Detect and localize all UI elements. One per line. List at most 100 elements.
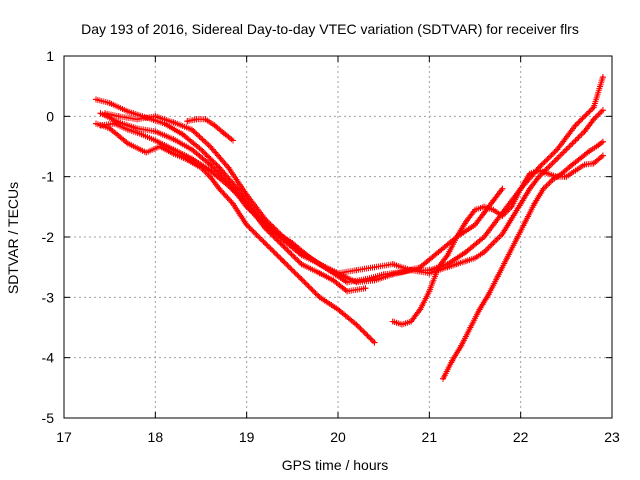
data-point-track-8-6 (494, 273, 501, 280)
data-point-track-7-20 (572, 167, 579, 174)
data-point-track-3-5 (179, 131, 186, 138)
data-point-track-8-1 (449, 357, 456, 364)
data-point-track-1-16 (335, 306, 341, 313)
data-point-track-5-17 (408, 267, 415, 274)
data-point-track-5-37 (599, 107, 606, 114)
data-point-track-2-0 (97, 122, 104, 129)
data-point-track-5-23 (472, 255, 478, 262)
data-point-track-5-5 (188, 126, 195, 133)
data-point-track-5-24 (481, 249, 488, 256)
series-markers-track-1 (93, 120, 378, 346)
data-point-track-4-1 (115, 119, 122, 126)
data-point-track-7-9 (472, 206, 478, 213)
grid-lines (64, 56, 612, 418)
data-point-track-3-23 (490, 197, 497, 204)
data-point-track-7-15 (526, 170, 533, 177)
data-point-track-5-6 (207, 143, 214, 150)
series-line-track-1 (95, 123, 375, 344)
data-point-track-3-24 (499, 185, 506, 192)
data-point-track-4-28 (599, 74, 606, 81)
data-point-track-8-7 (504, 255, 510, 262)
data-point-track-5-31 (545, 164, 552, 171)
data-point-track-7-6 (444, 252, 451, 259)
data-point-track-4-3 (152, 128, 159, 135)
data-point-track-7-17 (545, 170, 552, 177)
data-point-track-5-29 (526, 185, 533, 192)
data-point-track-7-3 (417, 306, 424, 313)
data-point-track-1-8 (207, 173, 214, 180)
data-point-track-7-4 (426, 288, 433, 295)
data-point-track-5-18 (426, 270, 433, 277)
data-point-track-6-0 (184, 118, 191, 125)
y-tick-label-1: -4 (42, 350, 55, 366)
chart-title: Day 193 of 2016, Sidereal Day-to-day VTE… (81, 21, 579, 37)
data-point-track-5-28 (517, 200, 524, 207)
data-point-track-1-2 (124, 140, 131, 147)
y-tick-label-5: 0 (46, 108, 54, 124)
data-point-track-7-22 (590, 160, 597, 167)
x-tick-label-6: 23 (604, 429, 620, 445)
data-point-track-5-1 (115, 113, 122, 120)
data-point-track-5-27 (508, 215, 515, 222)
data-point-track-7-2 (408, 318, 415, 325)
axis-ticks (63, 55, 613, 419)
data-point-track-5-3 (152, 113, 159, 120)
data-point-track-4-6 (207, 161, 214, 168)
data-point-track-7-0 (389, 318, 396, 325)
x-tick-label-1: 18 (148, 429, 164, 445)
data-point-track-1-3 (143, 149, 150, 156)
data-point-track-8-17 (595, 142, 602, 149)
data-point-track-7-23 (599, 152, 606, 159)
data-point-track-5-34 (572, 137, 579, 144)
data-point-track-4-5 (188, 146, 195, 153)
data-point-track-7-10 (481, 203, 488, 210)
data-point-track-3-22 (481, 209, 488, 216)
series-track-7 (389, 152, 606, 328)
data-point-track-1-13 (280, 258, 287, 265)
data-point-track-8-0 (440, 375, 446, 382)
data-point-track-4-8 (243, 203, 250, 210)
data-point-track-4-27 (590, 104, 597, 111)
y-tick-labels: -5 -4 -3 -2 -1 0 1 (42, 48, 55, 426)
data-point-track-7-14 (517, 185, 524, 192)
data-point-track-8-16 (586, 148, 593, 155)
data-point-track-5-13 (335, 270, 341, 277)
data-point-track-1-18 (371, 339, 378, 346)
data-point-track-7-16 (535, 167, 542, 174)
data-point-track-4-16 (389, 271, 396, 278)
data-point-track-4-2 (134, 125, 141, 132)
y-tick-label-4: -1 (42, 169, 55, 185)
data-point-track-2-7 (207, 167, 214, 174)
data-point-track-5-9 (261, 215, 268, 222)
data-point-track-1-11 (243, 221, 250, 228)
data-point-track-2-4 (152, 137, 159, 144)
x-tick-label-4: 21 (422, 429, 438, 445)
data-point-track-2-3 (138, 131, 145, 138)
data-point-track-8-14 (567, 162, 574, 169)
x-tick-labels: 17 18 19 20 21 22 23 (56, 429, 620, 445)
series-track-4 (97, 74, 606, 286)
data-point-track-6-2 (202, 116, 209, 123)
data-point-track-7-12 (499, 212, 506, 219)
data-point-track-3-0 (93, 96, 99, 103)
data-point-track-8-13 (558, 170, 565, 177)
data-point-track-3-1 (106, 100, 113, 107)
data-point-track-7-5 (435, 264, 442, 271)
data-point-track-1-9 (216, 185, 223, 192)
data-point-track-8-4 (476, 306, 483, 313)
data-point-track-3-6 (198, 146, 204, 153)
data-point-track-6-4 (220, 130, 227, 137)
x-tick-label-2: 19 (239, 429, 255, 445)
data-point-track-1-0 (93, 120, 99, 127)
y-tick-label-0: -5 (42, 410, 55, 426)
data-point-track-1-1 (106, 125, 113, 132)
data-point-track-5-4 (170, 119, 177, 126)
data-point-track-5-15 (371, 264, 378, 271)
data-point-track-1-17 (353, 321, 360, 328)
data-point-track-4-15 (371, 277, 378, 284)
data-point-track-3-7 (216, 164, 223, 171)
series-markers-track-4 (97, 74, 606, 286)
data-point-track-6-1 (193, 116, 200, 123)
data-point-track-5-7 (225, 164, 232, 171)
data-point-track-7-13 (508, 203, 515, 210)
